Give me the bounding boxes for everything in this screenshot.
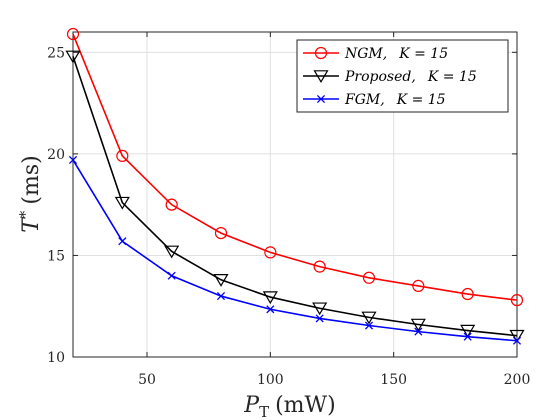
series-line-1 (72, 56, 518, 337)
series-0-point-0 (66, 27, 80, 41)
series-2-point-0 (68, 155, 78, 165)
series-1-point-7 (410, 318, 426, 332)
legend-label-main-0: NGM, (344, 46, 387, 62)
legend-marker-2 (316, 94, 326, 104)
plot-area-border (72, 31, 518, 358)
series-2-point-9 (512, 336, 522, 345)
series-1-point-0 (65, 50, 81, 64)
x-tick-label-3: 200 (504, 372, 531, 388)
legend-label-param-1: K = 15 (427, 69, 477, 85)
series-1-point-1 (114, 196, 130, 210)
legend-marker-0 (314, 46, 328, 60)
series-line-0 (72, 33, 518, 301)
series-0-point-8 (461, 287, 474, 301)
series-0-point-9 (510, 294, 524, 307)
x-axis-label-unit: (mW) (275, 393, 336, 418)
series-1-point-6 (361, 311, 377, 325)
y-tick-label-0: 10 (47, 350, 65, 366)
legend-marker-1 (313, 70, 329, 84)
legend-label-1: Proposed, K = 15 (344, 69, 477, 85)
series-1-point-4 (262, 291, 278, 305)
series-0-point-3 (214, 226, 228, 240)
series-1-point-9 (509, 329, 525, 343)
x-axis-label: PT (mW) (243, 393, 335, 420)
x-tick-label-2: 150 (380, 372, 407, 388)
axis-ticks: 50 100 150 200 10 15 20 25 (47, 32, 530, 388)
legend-label-param-0: K = 15 (398, 46, 448, 62)
y-axis-label-sup: * (16, 210, 34, 218)
series-2-point-1 (118, 237, 127, 246)
legend-label-2: FGM, K = 15 (344, 92, 446, 108)
series-2-point-8 (463, 332, 472, 341)
series-0-point-7 (412, 279, 425, 293)
series-0-point-2 (165, 198, 178, 211)
y-axis-label: T* (ms) (16, 155, 44, 233)
series-0-point-6 (362, 271, 376, 284)
y-axis-label-main: T (19, 216, 44, 233)
legend-label-main-1: Proposed, (344, 69, 416, 85)
series-2-point-7 (414, 327, 423, 336)
x-axis-label-main: P (243, 393, 260, 418)
series-2-point-5 (315, 314, 324, 323)
legend-items: NGM, K = 15 Proposed, K = 15 FGM, K = 15 (303, 46, 477, 108)
series-2-point-4 (266, 305, 275, 314)
series-line-2 (72, 159, 518, 342)
series-2-point-2 (167, 271, 176, 280)
series-2-point-6 (364, 321, 374, 330)
y-tick-label-3: 25 (47, 45, 65, 61)
series-1-point-5 (312, 302, 328, 316)
x-axis-label-sub: T (259, 403, 269, 420)
y-tick-label-1: 15 (47, 248, 65, 264)
series-0-point-5 (313, 260, 326, 273)
legend-label-main-2: FGM, (344, 92, 385, 108)
legend-label-0: NGM, K = 15 (344, 46, 448, 62)
series-group (65, 27, 525, 345)
series-1-point-8 (460, 324, 476, 338)
y-axis-label-unit: (ms) (19, 155, 44, 204)
series-1-point-3 (213, 274, 229, 287)
series-2-point-3 (216, 292, 226, 301)
x-tick-label-1: 100 (257, 372, 284, 388)
series-1-point-2 (164, 245, 180, 259)
legend-label-param-2: K = 15 (396, 92, 446, 108)
series-0-point-4 (264, 246, 277, 259)
y-tick-label-2: 20 (47, 147, 65, 163)
x-tick-label-0: 50 (138, 372, 156, 388)
legend: NGM, K = 15 Proposed, K = 15 FGM, K = 15 (296, 39, 509, 113)
series-0-point-1 (116, 149, 129, 163)
